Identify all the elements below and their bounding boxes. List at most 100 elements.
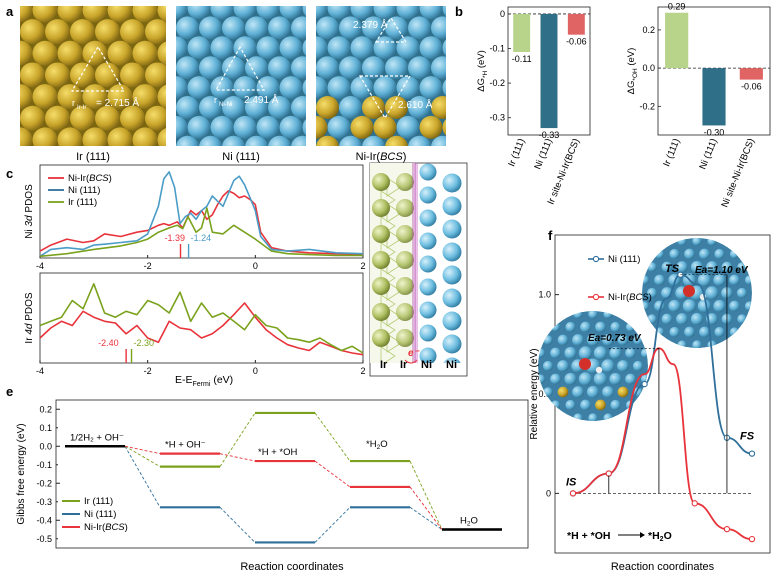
is-label: IS [566,476,577,488]
ni-atom [714,248,725,260]
state-label-h2o-part: 2 [377,444,381,451]
ni-atom [601,359,615,373]
ni-atom [187,6,211,20]
ni-atom [187,115,211,139]
panel-c: c -4 -2 0 2 -4 -2 0 2 -1.39 -1.24 -2.40 -2.30 Ni-Ir(… [6,164,366,388]
legend-label: Ni-Ir(BCS) [608,292,652,303]
ni-atom [690,312,704,326]
ni-atom [557,360,569,372]
ni-atom [477,16,500,39]
plot-frame [657,6,771,136]
ir-atom [20,149,45,174]
top-ylabel: Ni 3d PDOS [24,184,35,239]
pdos-x-axis-label-part: (eV) [210,374,233,386]
ir-atom [120,149,145,174]
ni-atom [466,0,489,20]
x-tick-label: -4 [36,366,44,376]
ylabel-part: 3d [24,215,35,227]
pdos-x-axis-label-part: Fermi [193,381,211,388]
ea-bcs-label: Ea=0.73 eV [588,333,642,344]
ir-atom [20,40,33,66]
ni-atom [373,36,397,60]
ni-atom [256,6,280,20]
ni-atom [442,219,462,239]
ni-atom [256,36,280,60]
ir-atom [157,6,166,22]
ni-atom [222,56,245,80]
ir-atom [373,115,397,139]
ir-atom [70,105,95,131]
ni-atom [222,135,245,146]
ni-atom [692,238,702,246]
y-axis-label-tail: (eV) [476,50,487,71]
y-tick-label: 0 [546,488,551,498]
d-label-ir-2: Ir [400,359,408,371]
d-label-ni-1: Ni [421,359,432,371]
y-axis-label-head: ΔG [476,78,487,92]
connector [219,453,256,462]
ni-triangle [214,45,266,91]
ni-atom [396,36,420,60]
ni-atom [707,238,717,246]
ni-atom [268,56,291,80]
ni-atom [593,372,608,386]
ni-atom [617,334,629,346]
ni-atom [419,163,437,181]
ir-surface-atoms [20,6,170,174]
ni-atom [602,334,614,346]
reaction-product-part: *H [648,530,660,542]
ni-atom [654,249,665,259]
ylabel-part: Ni [24,227,35,239]
ir-atom [396,277,414,295]
ni-atom [291,96,306,119]
electron-label: e⁻ [408,348,421,359]
ni-atom [280,156,303,179]
ir-atom [145,149,170,174]
ni-atom [199,96,222,119]
ir-atom [70,19,95,45]
ir-atom [316,96,339,119]
ir-atom [316,115,328,139]
ir-atom [362,96,385,119]
bcs-caption: Ni-Ir(BCS) [356,151,407,163]
ni-atom [744,275,752,285]
center-label-red: -1.39 [165,233,186,243]
x-tick-label: -2 [144,261,152,271]
ni-atom [661,313,673,325]
pathway-point [723,526,731,533]
y-tick-label: 0.2 [39,404,52,414]
ni-atom [443,357,461,363]
ir-atom [132,40,158,66]
ni-atom [408,56,431,80]
ni-atom [588,413,598,421]
ir-atom [396,173,414,191]
ni-atom [705,286,719,300]
ni-atom [419,278,437,296]
ir-atom [45,19,70,45]
chart-e: 0.2 0.0 -0.2 -0.4 0.1 -0.1 -0.3 -0.5 1/2H₂ + OH⁻… [16,399,529,573]
ni-atom [699,326,710,338]
ni-atom [419,6,443,20]
y-tick-label: -0.3 [489,113,505,123]
legend-label-part: ) [109,173,112,184]
panel-b-letter: b [455,4,463,19]
ni-atom [477,136,500,159]
legend-label: Ni (111) [608,254,640,265]
ni-atom [256,76,280,100]
pdos-top-frame [39,164,364,259]
ni-atom [542,360,554,372]
ir-atom [372,199,390,217]
ni-atom [327,76,351,100]
x-tick-label: 2 [360,366,365,376]
reaction-product-part: O [664,530,672,542]
ir-atom [157,41,166,66]
ni-atom [729,300,740,312]
ni-atom [316,6,328,20]
ni-atom [279,76,303,100]
ir-atom [372,173,390,191]
y-tick-label: -0.1 [489,44,505,54]
ni-atom [327,6,351,20]
chart-f: 0 0.5 1.0 TS IS FS Ea=1.10 eV Ea=0.73 eV Ni (111… [529,234,771,573]
bcs-distance-top: 2.379 Å [353,18,388,31]
ylabel-part: PDOS [24,292,35,323]
